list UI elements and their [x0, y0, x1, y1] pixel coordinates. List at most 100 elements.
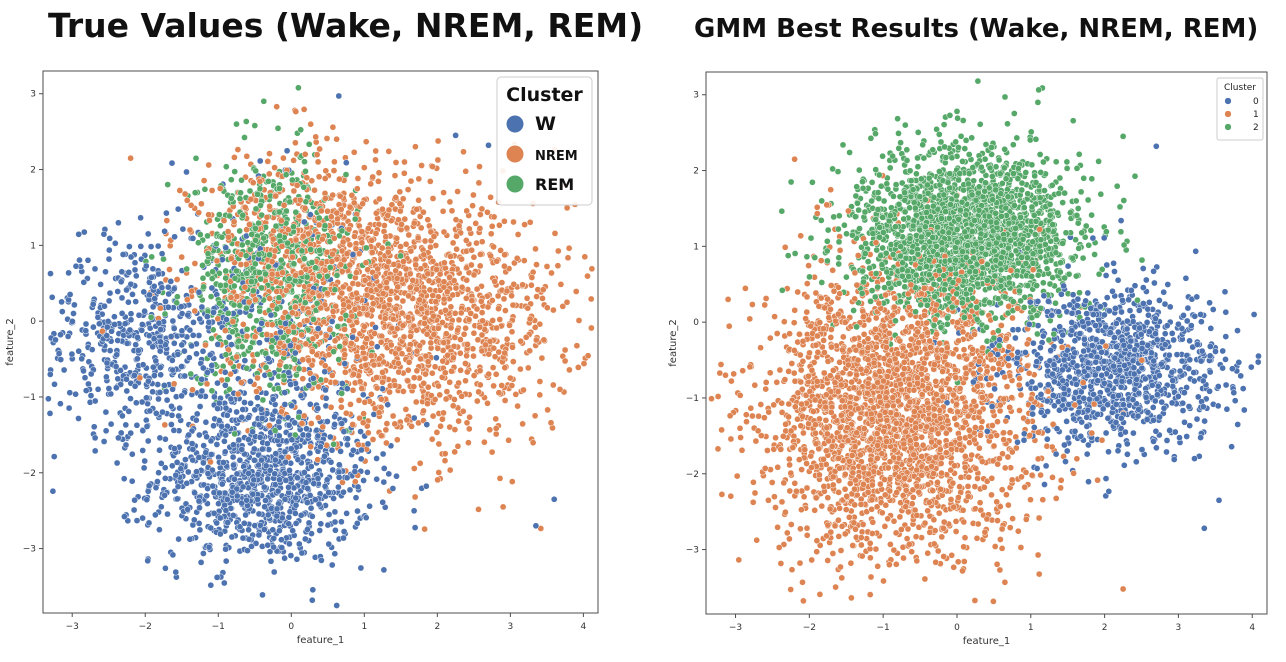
data-point: [384, 248, 392, 256]
data-point: [243, 152, 251, 160]
data-point: [429, 292, 437, 299]
data-point: [292, 108, 300, 115]
data-point: [370, 361, 378, 369]
data-point: [245, 535, 253, 543]
data-point: [58, 298, 65, 306]
data-point: [149, 388, 156, 396]
data-point: [398, 309, 406, 317]
y-tick-label: −2: [23, 469, 36, 479]
data-point: [169, 551, 177, 559]
data-point: [250, 476, 258, 484]
data-point: [506, 374, 514, 382]
data-point: [147, 313, 155, 321]
data-point: [128, 477, 136, 485]
data-point: [362, 514, 370, 522]
data-point: [241, 204, 249, 211]
data-point: [292, 236, 300, 244]
data-point: [225, 309, 232, 317]
data-point: [169, 366, 177, 374]
data-point: [397, 243, 404, 250]
data-point: [391, 172, 399, 179]
data-point: [243, 304, 250, 312]
data-point: [132, 341, 140, 349]
data-point: [360, 164, 368, 171]
data-point: [355, 397, 363, 404]
data-point: [262, 497, 269, 504]
data-point: [1234, 327, 1241, 334]
data-point: [147, 243, 155, 250]
data-point: [531, 412, 539, 420]
data-point: [321, 175, 329, 182]
data-point: [441, 369, 449, 377]
data-point: [255, 531, 263, 539]
data-point: [309, 289, 317, 297]
data-point: [490, 213, 498, 221]
data-point: [358, 385, 366, 392]
data-point: [307, 246, 314, 253]
data-point: [251, 333, 259, 341]
data-point: [298, 247, 306, 255]
data-point: [196, 504, 203, 512]
data-point: [346, 241, 354, 249]
data-point: [342, 409, 350, 417]
data-point: [324, 521, 332, 529]
data-point: [57, 400, 64, 408]
data-point: [152, 484, 160, 492]
data-point: [293, 182, 301, 189]
data-point: [477, 251, 484, 258]
data-point: [417, 355, 424, 363]
data-point: [581, 253, 589, 261]
data-point: [186, 326, 194, 334]
data-point: [340, 256, 348, 264]
data-point: [302, 340, 310, 348]
data-point: [281, 389, 289, 396]
data-point: [324, 207, 331, 215]
data-point: [536, 378, 544, 385]
data-point: [286, 540, 293, 548]
data-point: [482, 341, 489, 349]
data-point: [89, 300, 97, 308]
data-point: [255, 269, 263, 276]
data-point: [378, 432, 385, 440]
data-point: [549, 381, 557, 389]
data-point: [490, 382, 497, 390]
data-point: [156, 434, 164, 442]
data-point: [402, 265, 410, 273]
data-point: [304, 485, 312, 492]
data-point: [584, 352, 592, 360]
data-point: [256, 326, 263, 333]
data-point: [258, 456, 265, 464]
data-point: [268, 321, 276, 329]
data-point: [207, 581, 215, 589]
data-point: [458, 283, 466, 291]
data-point: [328, 318, 336, 325]
data-point: [439, 207, 447, 215]
data-point: [474, 336, 482, 344]
data-point: [254, 470, 262, 478]
data-point: [321, 222, 329, 230]
data-point: [233, 267, 240, 275]
data-point: [80, 278, 88, 286]
data-point: [162, 298, 169, 305]
data-point: [368, 237, 376, 244]
data-point: [497, 247, 504, 254]
data-point: [238, 176, 245, 184]
data-point: [361, 398, 369, 406]
data-point: [331, 508, 339, 516]
data-point: [412, 261, 420, 269]
data-point: [95, 320, 103, 328]
data-point: [330, 348, 337, 355]
data-point: [435, 324, 442, 332]
data-point: [338, 403, 345, 411]
data-point: [432, 298, 440, 306]
data-point: [183, 265, 191, 273]
data-point: [379, 290, 387, 297]
data-point: [510, 280, 518, 288]
data-point: [454, 326, 461, 334]
data-point: [465, 316, 473, 324]
data-point: [315, 292, 323, 300]
data-point: [105, 297, 113, 305]
data-point: [276, 185, 283, 192]
x-tick-label: 4: [581, 622, 587, 632]
data-point: [123, 286, 130, 294]
